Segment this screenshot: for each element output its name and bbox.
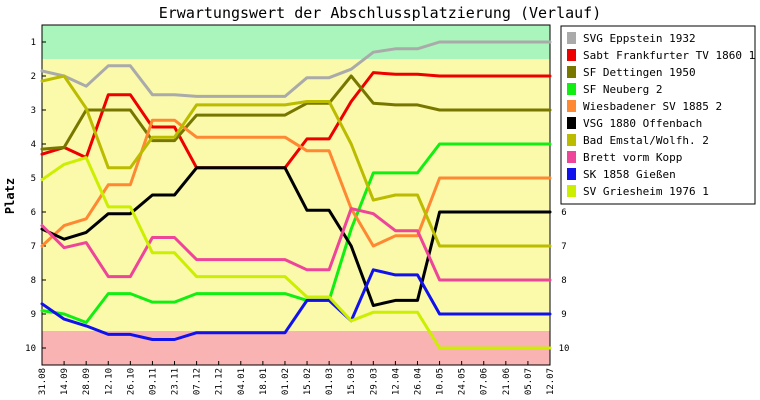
y-tick-label-right: 7: [561, 242, 566, 252]
band-middle: [42, 59, 550, 331]
legend-swatch: [567, 32, 576, 44]
series-line: [40, 207, 552, 282]
x-tick-label: 05.07: [524, 368, 534, 395]
x-tick-label: 07.12: [193, 368, 203, 395]
y-tick-label-left: 10: [25, 344, 36, 354]
x-tick-label: 23.11: [171, 368, 181, 395]
x-tick-label: 26.10: [126, 368, 136, 395]
y-tick-label-left: 9: [31, 310, 36, 320]
legend-label: VSG 1880 Offenbach: [583, 117, 702, 130]
series-line: [40, 40, 552, 98]
x-tick-label: 24.05: [458, 368, 468, 395]
y-axis-label: Platz: [3, 178, 17, 214]
series-line: [40, 74, 552, 151]
x-tick-label: 09.11: [148, 368, 158, 395]
y-tick-label-left: 3: [31, 106, 36, 116]
x-tick-label: 07.06: [480, 368, 490, 395]
y-tick-label-right: 9: [561, 310, 566, 320]
series-line: [40, 156, 552, 350]
x-tick-label: 28.09: [82, 368, 92, 395]
legend-swatch: [567, 66, 576, 78]
x-tick-label: 21.12: [215, 368, 225, 395]
series-line: [40, 142, 552, 324]
series-lines: [40, 40, 552, 350]
y-tick-label-left: 4: [31, 140, 36, 150]
legend-swatch: [567, 100, 576, 112]
legend-label: SK 1858 Gießen: [583, 168, 676, 181]
legend-swatch: [567, 83, 576, 95]
y-tick-label-right: 10: [559, 344, 570, 354]
legend-swatch: [567, 185, 576, 197]
y-tick-label-right: 6: [561, 208, 566, 218]
x-tick-label: 01.02: [281, 368, 291, 395]
legend-box: [560, 25, 756, 205]
y-tick-label-left: 6: [31, 208, 36, 218]
legend-label: Brett vorm Kopp: [583, 151, 682, 164]
series-line: [40, 166, 552, 307]
x-tick-label: 12.04: [391, 368, 401, 395]
x-tick-label: 12.10: [104, 368, 114, 395]
legend-label: SF Neuberg 2: [583, 83, 662, 96]
x-tick-label: 29.03: [369, 368, 379, 395]
legend-swatch: [567, 117, 576, 129]
legend-label: Sabt Frankfurter TV 1860 1: [583, 49, 755, 62]
legend-label: SF Dettingen 1950: [583, 66, 696, 79]
plot-border: [41, 24, 551, 366]
series-line: [40, 71, 552, 170]
y-tick-label-left: 7: [31, 242, 36, 252]
series-line: [40, 118, 552, 248]
legend: SVG Eppstein 1932 Sabt Frankfurter TV 186…: [560, 25, 756, 205]
tick-labels: 112233445566778899101031.0814.0928.0912.…: [25, 38, 569, 395]
x-tick-label: 04.01: [237, 368, 247, 395]
x-tick-label: 15.02: [303, 368, 313, 395]
legend-label: Wiesbadener SV 1885 2: [583, 100, 722, 113]
legend-swatch: [567, 168, 576, 180]
legend-label: SV Griesheim 1976 1: [583, 185, 709, 198]
x-tick-label: 26.04: [413, 368, 423, 395]
legend-swatch: [567, 151, 576, 163]
x-tick-label: 01.03: [325, 368, 335, 395]
x-tick-label: 18.01: [259, 368, 269, 395]
x-tick-label: 14.09: [60, 368, 70, 395]
x-tick-label: 31.08: [38, 368, 48, 395]
x-tick-label: 10.05: [436, 368, 446, 395]
y-tick-label-right: 8: [561, 276, 566, 286]
y-tick-label-left: 1: [31, 38, 36, 48]
chart-title: Erwartungswert der Abschlussplatzierung …: [159, 4, 602, 22]
legend-swatch: [567, 49, 576, 61]
legend-label: Bad Emstal/Wolfh. 2: [583, 134, 709, 147]
y-tick-label-left: 5: [31, 174, 36, 184]
y-tick-label-left: 8: [31, 276, 36, 286]
series-line: [40, 74, 552, 248]
legend-label: SVG Eppstein 1932: [583, 32, 696, 45]
legend-swatch: [567, 134, 576, 146]
x-tick-label: 15.03: [347, 368, 357, 395]
series-line: [40, 268, 552, 341]
x-tick-label: 21.06: [502, 368, 512, 395]
y-tick-label-left: 2: [31, 72, 36, 82]
x-tick-label: 12.07: [546, 368, 556, 395]
